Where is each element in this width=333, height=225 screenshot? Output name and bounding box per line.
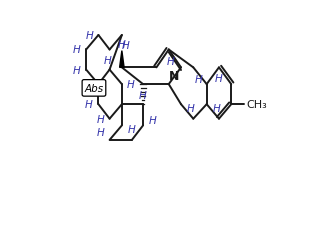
Text: H: H xyxy=(73,45,81,55)
Text: H: H xyxy=(86,31,93,41)
Text: H: H xyxy=(187,104,195,113)
Text: H: H xyxy=(73,65,81,75)
Text: Abs: Abs xyxy=(84,83,104,93)
FancyBboxPatch shape xyxy=(82,80,106,97)
Text: H: H xyxy=(213,104,220,113)
Text: H: H xyxy=(139,90,147,100)
Text: H: H xyxy=(128,125,136,135)
Text: H: H xyxy=(96,128,104,137)
Text: CH₃: CH₃ xyxy=(246,100,267,110)
Text: H: H xyxy=(85,100,93,110)
Text: H: H xyxy=(127,80,135,90)
Text: H: H xyxy=(167,56,175,66)
Text: H: H xyxy=(96,114,104,124)
Polygon shape xyxy=(120,51,124,68)
Text: H: H xyxy=(195,74,203,84)
Text: H: H xyxy=(104,56,111,66)
Text: H: H xyxy=(215,74,223,84)
Text: N: N xyxy=(169,69,179,82)
Text: H: H xyxy=(118,40,126,50)
Text: H: H xyxy=(122,41,130,51)
Text: H: H xyxy=(86,80,93,90)
Text: H: H xyxy=(149,115,156,125)
